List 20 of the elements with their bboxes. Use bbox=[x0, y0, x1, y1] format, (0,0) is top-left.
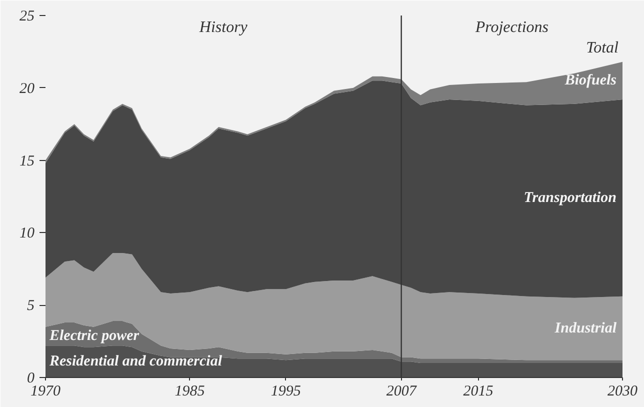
series-label: Transportation bbox=[524, 190, 617, 206]
x-tick-label: 2015 bbox=[463, 384, 494, 400]
y-tick-label: 5 bbox=[27, 298, 35, 314]
series-label: Residential and commercial bbox=[48, 354, 223, 370]
x-tick-label: 1985 bbox=[174, 384, 206, 400]
series-label: Biofuels bbox=[564, 72, 617, 89]
x-tick-label: 1995 bbox=[270, 384, 302, 400]
x-tick-label: 1970 bbox=[30, 384, 61, 400]
series-label: Industrial bbox=[554, 320, 618, 336]
y-tick-label: 25 bbox=[20, 8, 35, 24]
y-tick-label: 0 bbox=[27, 370, 35, 386]
y-tick-label: 15 bbox=[20, 153, 35, 170]
annotation: Total bbox=[586, 39, 620, 56]
x-tick-label: 2007 bbox=[386, 384, 418, 400]
annotation: Projections bbox=[474, 19, 548, 36]
y-tick-label: 10 bbox=[20, 226, 35, 242]
x-tick-label: 2030 bbox=[608, 384, 638, 400]
y-tick-label: 20 bbox=[20, 80, 35, 97]
annotation: History bbox=[198, 19, 248, 36]
series-label: Electric power bbox=[48, 328, 140, 344]
